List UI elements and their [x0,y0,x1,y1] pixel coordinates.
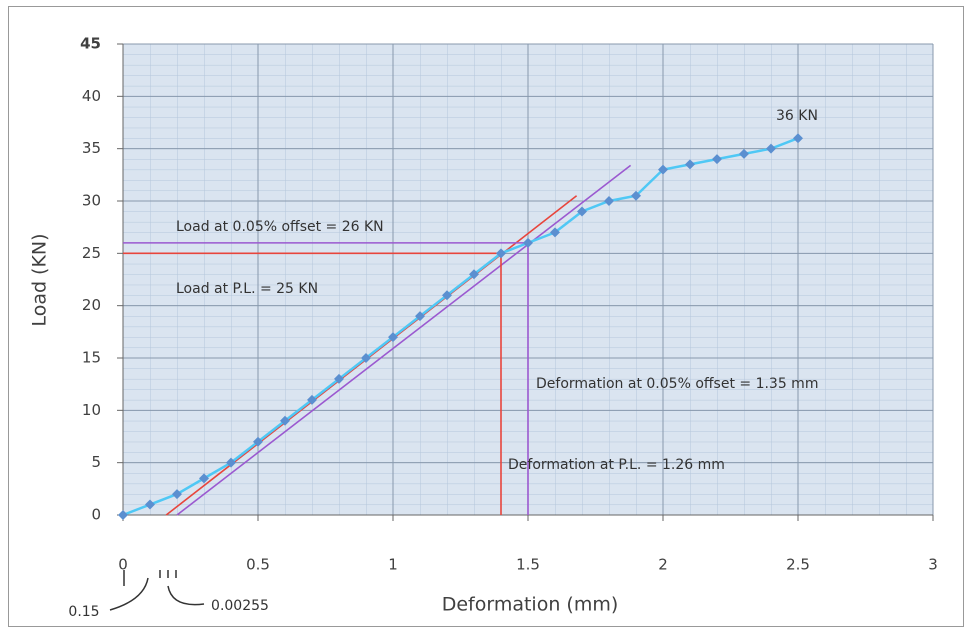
y-tick-label: 15 [82,349,101,367]
y-tick-label: 0 [91,506,101,524]
offset-indicator [110,570,204,610]
x-tick-label: 2 [658,556,668,574]
annotation: 0.15 [68,604,99,620]
y-tick-label: 30 [82,192,101,210]
annotation: Load at 0.05% offset = 26 KN [176,219,384,235]
annotation: Load at P.L. = 25 KN [176,281,318,297]
annotation: 0.00255 [211,598,269,614]
y-tick-label: 20 [82,296,101,314]
y-tick-label: 35 [82,139,101,157]
x-tick-label: 3 [928,556,938,574]
y-axis-label: Load (KN) [29,233,51,326]
y-tick-label: 40 [82,87,101,105]
annotation: Deformation at 0.05% offset = 1.35 mm [536,376,818,392]
annotation: 36 KN [776,108,818,124]
x-tick-label: 1 [388,556,398,574]
x-tick-label: 0 [118,556,128,574]
x-tick-label: 2.5 [786,556,810,574]
x-tick-label: 1.5 [516,556,540,574]
y-tick-label: 25 [82,244,101,262]
x-axis-label: Deformation (mm) [442,594,619,616]
chart: Load (KN) Deformation (mm) 0510152025303… [0,0,966,630]
y-tick-label: 45 [80,35,101,53]
x-tick-label: 0.5 [246,556,270,574]
y-tick-label: 5 [91,453,101,471]
y-tick-label: 10 [82,401,101,419]
annotation: Deformation at P.L. = 1.26 mm [508,457,725,473]
